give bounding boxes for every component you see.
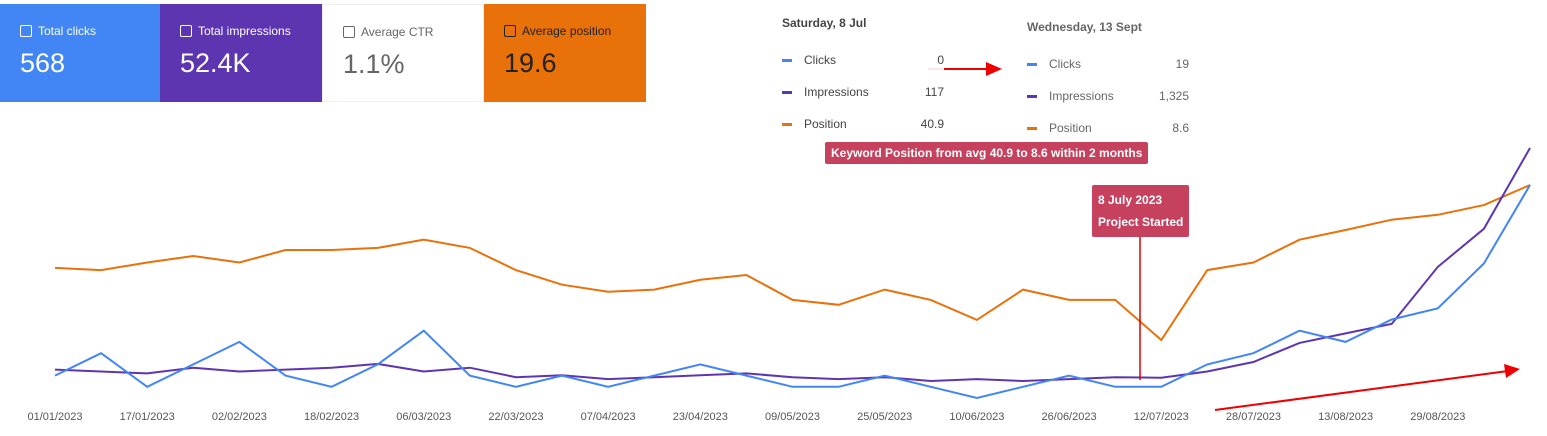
annotation: 8 July 2023 Project Started [1092,185,1190,237]
series-line [54,147,1531,383]
tooltip-row: Impressions 1,325 [1027,80,1189,112]
x-tick-label: 23/04/2023 [673,411,728,423]
card-label: Total impressions [198,24,291,38]
tooltip-row: Clicks 0 [782,44,944,76]
kpi-card[interactable]: Average CTR 1.1% [322,4,484,102]
tooltip-date: Wednesday, 13 Sept [1027,20,1142,34]
kpi-card[interactable]: Total impressions 52.4K [160,4,322,102]
kpi-card[interactable]: Average position 19.6 [484,4,646,102]
legend-swatch [1027,94,1037,98]
x-tick-label: 06/03/2023 [396,411,451,423]
x-tick-label: 09/05/2023 [765,411,820,423]
tooltip-date: Saturday, 8 Jul [782,16,867,30]
tooltip-value: 40.9 [920,117,944,131]
card-label: Average CTR [361,25,434,39]
legend-swatch [782,90,792,94]
tooltip: Saturday, 8 Jul Clicks 0 Impressions 117 Posi… [782,16,944,140]
tooltip-value: 117 [924,85,944,99]
x-tick-label: 18/02/2023 [304,411,359,423]
tooltip-value: 0 [937,53,944,67]
x-tick-label: 17/01/2023 [120,411,175,423]
tooltip-row: Position 8.6 [1027,112,1189,144]
annotation-line: Project Started [1098,215,1184,229]
trend-arrow-head [1504,364,1520,378]
trend-arrow [1214,370,1509,411]
tooltip-value: 1,325 [1158,89,1189,103]
series-line [54,184,1531,400]
tooltip-name: Clicks [804,53,836,67]
arrow-head [986,62,1002,76]
tooltip-name: Impressions [804,85,869,99]
card-value: 568 [20,48,66,78]
legend-swatch [782,58,792,62]
card-value: 19.6 [504,48,557,78]
card-label: Average position [522,24,612,38]
x-tick-label: 02/02/2023 [212,411,267,423]
tooltip-row: Clicks 19 [1027,48,1189,80]
tooltip-name: Impressions [1049,89,1114,103]
tooltip-value: 19 [1175,57,1189,71]
tooltip-value: 8.6 [1172,121,1189,135]
x-tick-label: 26/06/2023 [1042,411,1097,423]
x-tick-label: 07/04/2023 [581,411,636,423]
tooltip-name: Clicks [1049,57,1081,71]
tooltip-row: Position 40.9 [782,108,944,140]
card-value: 1.1% [343,49,405,79]
x-tick-label: 25/05/2023 [857,411,912,423]
tooltip: Wednesday, 13 Sept Clicks 19 Impressions 1,3… [1027,20,1189,144]
legend-swatch [1027,62,1037,66]
x-tick-label: 12/07/2023 [1134,411,1189,423]
annotation-line: 8 July 2023 [1098,193,1163,207]
card-value: 52.4K [180,48,251,78]
tooltip-name: Position [804,117,847,131]
legend-swatch [782,122,792,126]
x-tick-label: 10/06/2023 [949,411,1004,423]
x-tick-label: 28/07/2023 [1226,411,1281,423]
x-tick-label: 29/08/2023 [1410,411,1465,423]
tooltip-name: Position [1049,121,1092,135]
annotation: Keyword Position from avg 40.9 to 8.6 wi… [825,142,1149,164]
kpi-card[interactable]: Total clicks 568 [0,4,162,102]
legend-swatch [1027,126,1037,130]
card-label: Total clicks [38,24,97,38]
tooltip-row: Impressions 117 [782,76,944,108]
x-tick-label: 13/08/2023 [1318,411,1373,423]
x-tick-label: 22/03/2023 [488,411,543,423]
x-tick-label: 01/01/2023 [27,411,82,423]
series-line [54,184,1531,342]
